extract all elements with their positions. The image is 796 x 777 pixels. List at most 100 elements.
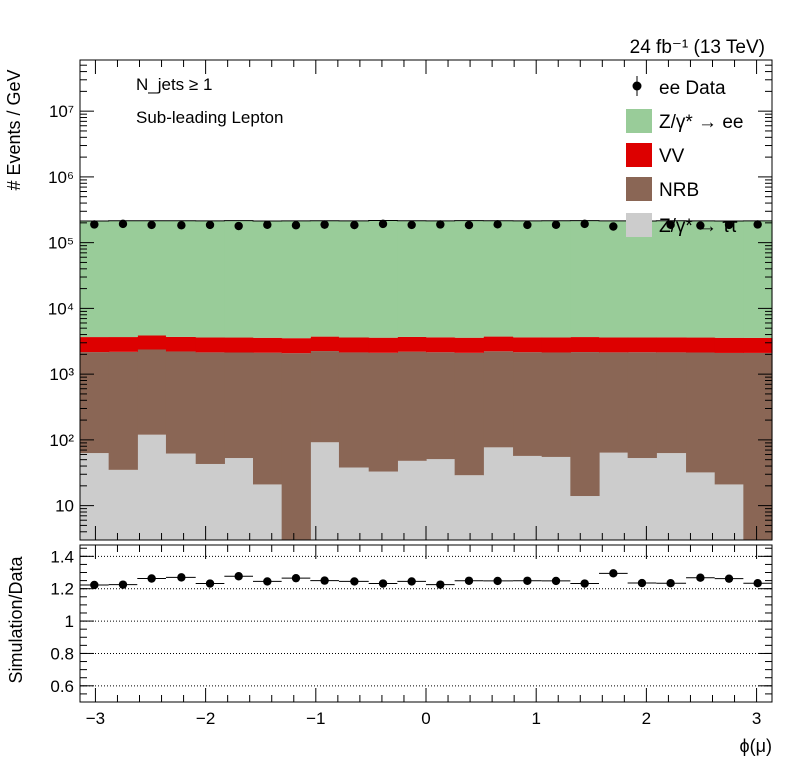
stack-bar-0-5	[224, 458, 254, 540]
stack-bar-2-5	[224, 337, 254, 353]
legend-label-0: Z/γ* → ee	[659, 112, 743, 133]
stack-bar-2-1	[108, 337, 138, 352]
ratio-y-tick-label: 1.2	[50, 580, 74, 599]
x-axis-title: ϕ(μ)	[740, 736, 772, 756]
stack-bar-0-11	[397, 460, 427, 540]
stack-bar-2-11	[397, 336, 427, 352]
ratio-point	[493, 576, 502, 586]
stack-bar-3-5	[224, 220, 254, 338]
ratio-y-tick-label: 0.8	[50, 644, 74, 663]
stack-bar-1-3	[165, 351, 197, 454]
stack-bar-3-22	[714, 220, 744, 338]
stack-bar-0-6	[253, 484, 283, 540]
x-tick-label: 1	[531, 709, 540, 728]
ratio-point	[147, 574, 156, 583]
x-tick-label: −3	[86, 709, 105, 728]
y-tick-label: 10	[55, 497, 74, 516]
stack-bar-1-2	[137, 349, 167, 435]
data-points-layer	[80, 219, 772, 231]
ratio-y-tick-label: 1	[65, 612, 74, 631]
ratio-y-tick-label: 0.6	[50, 677, 74, 696]
y-axis-title-ratio: Simulation/Data	[6, 555, 26, 683]
lumi-label: 24 fb⁻¹ (13 TeV)	[630, 37, 765, 58]
legend-label-2: NRB	[659, 180, 699, 201]
y-tick-label: 10⁵	[48, 234, 74, 253]
stack-bar-0-3	[165, 453, 197, 540]
stack-bar-1-9	[338, 352, 370, 468]
ratio-point	[378, 579, 388, 588]
stack-bar-2-21	[686, 337, 716, 353]
data-point	[291, 221, 301, 230]
ratio-point	[234, 572, 243, 581]
stack-bar-3-2	[137, 220, 167, 336]
ratio-point	[696, 573, 705, 582]
data-point	[234, 221, 243, 231]
data-point	[696, 221, 705, 230]
y-tick-label: 10⁶	[48, 168, 74, 187]
main-panel-frame: 10 10² 10³ 10⁴ 10⁵ 10⁶ 10⁷	[48, 59, 773, 541]
stack-bar-0-15	[513, 455, 543, 540]
ratio-point	[263, 577, 272, 586]
legend: ee Data Z/γ* → ee VV NRB Z/γ* → ττ	[626, 76, 743, 237]
legend-data-marker	[632, 81, 642, 91]
stack-bar-2-19	[627, 337, 657, 353]
x-tick-label: −1	[306, 709, 325, 728]
stack-bar-1-6	[253, 352, 283, 485]
ratio-point	[407, 577, 416, 586]
data-point	[90, 220, 99, 229]
stack-bar-1-10	[368, 352, 398, 472]
stack-bar-3-4	[195, 220, 225, 338]
data-point	[147, 220, 156, 230]
ratio-point	[118, 580, 128, 589]
stack-bar-3-9	[338, 220, 370, 338]
y-tick-label: 10⁴	[48, 299, 74, 318]
stack-bar-2-6	[253, 337, 283, 353]
data-point	[580, 219, 589, 229]
stack-bar-1-21	[686, 352, 716, 473]
annotation-njets: N_jets ≥ 1	[136, 75, 212, 94]
stack-bar-1-8	[310, 351, 340, 443]
stack-bar-0-1	[108, 469, 138, 540]
legend-swatch-1	[626, 143, 652, 167]
stack-bar-1-7	[281, 353, 311, 540]
y-tick-label: 10³	[49, 365, 74, 384]
data-point	[724, 220, 734, 230]
data-point	[177, 221, 186, 230]
stack-bar-3-11	[397, 220, 427, 337]
stack-bar-3-3	[165, 220, 197, 337]
stack-bar-0-21	[686, 472, 716, 540]
ratio-point	[177, 573, 186, 582]
legend-swatch-3	[626, 213, 652, 237]
stack-bar-1-22	[714, 352, 744, 485]
stack-bar-2-23	[743, 337, 773, 353]
stack-bar-1-16	[541, 352, 571, 457]
data-point	[551, 220, 561, 229]
legend-swatch-2	[626, 177, 652, 201]
stack-bar-0-9	[338, 467, 370, 540]
total-mc-line	[80, 219, 772, 222]
stack-bar-1-14	[483, 351, 514, 448]
ratio-point	[724, 574, 734, 583]
ratio-point	[609, 569, 618, 578]
stack-bar-2-8	[310, 336, 340, 352]
stack-bar-2-18	[599, 337, 629, 353]
stack-bar-1-1	[108, 351, 138, 470]
stack-bar-3-10	[368, 220, 398, 338]
ratio-point	[320, 576, 329, 585]
stack-bar-3-21	[686, 220, 716, 338]
stack-bar-2-2	[137, 335, 167, 350]
stack-bar-0-13	[454, 475, 484, 540]
data-point	[666, 220, 675, 229]
stack-bar-0-10	[368, 471, 398, 540]
ratio-point	[580, 579, 589, 588]
ratio-point	[666, 578, 675, 588]
data-point	[609, 222, 618, 231]
stack-bar-2-3	[165, 336, 197, 352]
legend-swatch-0	[626, 109, 652, 133]
y-axis-title-main: # Events / GeV	[4, 69, 24, 190]
stack-bar-0-20	[656, 453, 687, 540]
stack-bar-1-12	[426, 352, 456, 460]
stack-bar-0-16	[541, 456, 571, 540]
stack-bar-3-20	[656, 220, 687, 338]
